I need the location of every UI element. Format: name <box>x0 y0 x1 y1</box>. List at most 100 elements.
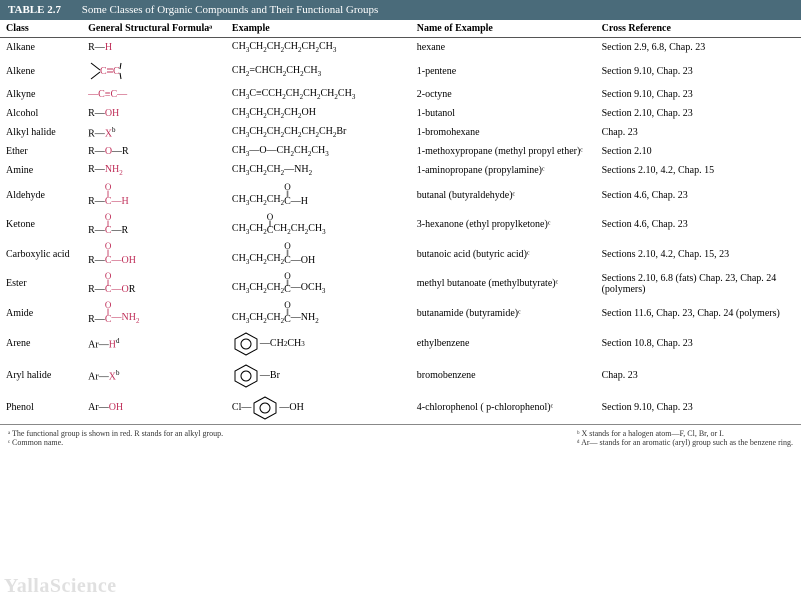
cross-cell: Section 4.6, Chap. 23 <box>596 180 801 210</box>
table-row: Alkyl halideR—XbCH3CH2CH2CH2CH2CH2Br1-br… <box>0 123 801 142</box>
name-cell: 2-octyne <box>411 85 596 104</box>
table-number: TABLE 2.7 <box>8 4 61 16</box>
watermark: YallaScience <box>4 575 117 598</box>
formula-cell: R— O ‖ C —NH2 <box>82 298 226 328</box>
formula-cell: C C <box>82 57 226 85</box>
table-row: AlkaneR—HCH3CH2CH2CH2CH2CH3hexaneSection… <box>0 38 801 58</box>
footnote-b: ᵇ X stands for a halogen atom—F, Cl, Br,… <box>577 429 793 438</box>
formula-cell: R—Xb <box>82 123 226 142</box>
example-cell: CH3—O—CH2CH2CH3 <box>226 142 411 161</box>
example-cell: Cl— —OH <box>226 392 411 424</box>
cross-cell: Section 9.10, Chap. 23 <box>596 392 801 424</box>
name-cell: hexane <box>411 38 596 58</box>
cross-cell: Section 11.6, Chap. 23, Chap. 24 (polyme… <box>596 298 801 328</box>
class-cell: Aryl halide <box>0 360 82 392</box>
table-row: EtherR—O—RCH3—O—CH2CH2CH31-methoxypropan… <box>0 142 801 161</box>
class-cell: Amine <box>0 161 82 180</box>
class-cell: Ketone <box>0 210 82 240</box>
name-cell: 1-pentene <box>411 57 596 85</box>
example-cell: —CH2CH3 <box>226 328 411 360</box>
formula-cell: R—NH2 <box>82 161 226 180</box>
cross-cell: Chap. 23 <box>596 123 801 142</box>
cross-cell: Chap. 23 <box>596 360 801 392</box>
example-cell: CH3CH2 O ‖ C CH2CH2CH3 <box>226 210 411 240</box>
col-class: Class <box>0 20 82 38</box>
formula-cell: —C≡C— <box>82 85 226 104</box>
formula-cell: R— O ‖ C —H <box>82 180 226 210</box>
table-row: AreneAr—Hd —CH2CH3ethylbenzeneSection 10… <box>0 328 801 360</box>
col-name: Name of Example <box>411 20 596 38</box>
example-cell: CH3C≡CCH2CH2CH2CH2CH3 <box>226 85 411 104</box>
class-cell: Alkyl halide <box>0 123 82 142</box>
example-cell: CH3CH2CH2CH2CH2CH2Br <box>226 123 411 142</box>
name-cell: butanoic acid (butyric acid)ᶜ <box>411 239 596 269</box>
footnote-c: ᶜ Common name. <box>8 438 223 447</box>
table-row: Alkyne—C≡C—CH3C≡CCH2CH2CH2CH2CH32-octyne… <box>0 85 801 104</box>
cross-cell: Sections 2.10, 4.2, Chap. 15, 23 <box>596 239 801 269</box>
example-cell: —Br <box>226 360 411 392</box>
col-cross: Cross Reference <box>596 20 801 38</box>
example-cell: CH2=CHCH2CH2CH3 <box>226 57 411 85</box>
class-cell: Carboxylic acid <box>0 239 82 269</box>
table-row: PhenolAr—OHCl— —OH4-chlorophenol ( p-chl… <box>0 392 801 424</box>
table-row: Aldehyde R— O ‖ C —H CH3CH2CH2 O ‖ C —H … <box>0 180 801 210</box>
cross-cell: Section 2.10 <box>596 142 801 161</box>
table-row: Aryl halideAr—Xb —BrbromobenzeneChap. 23 <box>0 360 801 392</box>
example-cell: CH3CH2CH2 O ‖ C —NH2 <box>226 298 411 328</box>
formula-cell: R—H <box>82 38 226 58</box>
example-cell: CH3CH2CH2 O ‖ C —OH <box>226 239 411 269</box>
name-cell: 1-aminopropane (propylamine)ᶜ <box>411 161 596 180</box>
cross-cell: Section 10.8, Chap. 23 <box>596 328 801 360</box>
table-row: Amide R— O ‖ C —NH2 CH3CH2CH2 O ‖ C —NH2… <box>0 298 801 328</box>
formula-cell: Ar—Hd <box>82 328 226 360</box>
formula-cell: R— O ‖ C —OR <box>82 269 226 299</box>
class-cell: Alkane <box>0 38 82 58</box>
example-cell: CH3CH2CH2—NH2 <box>226 161 411 180</box>
table-row: Carboxylic acid R— O ‖ C —OH CH3CH2CH2 O… <box>0 239 801 269</box>
class-cell: Ether <box>0 142 82 161</box>
name-cell: butanal (butyraldehyde)ᶜ <box>411 180 596 210</box>
example-cell: CH3CH2CH2CH2OH <box>226 104 411 123</box>
name-cell: 1-bromohexane <box>411 123 596 142</box>
name-cell: bromobenzene <box>411 360 596 392</box>
cross-cell: Section 9.10, Chap. 23 <box>596 85 801 104</box>
formula-cell: Ar—OH <box>82 392 226 424</box>
class-cell: Alcohol <box>0 104 82 123</box>
cross-cell: Section 2.9, 6.8, Chap. 23 <box>596 38 801 58</box>
table-row: Ketone R— O ‖ C —R CH3CH2 O ‖ C CH2CH2CH… <box>0 210 801 240</box>
formula-cell: R— O ‖ C —R <box>82 210 226 240</box>
table-row: AmineR—NH2CH3CH2CH2—NH21-aminopropane (p… <box>0 161 801 180</box>
formula-cell: R—O—R <box>82 142 226 161</box>
formula-cell: R—OH <box>82 104 226 123</box>
col-example: Example <box>226 20 411 38</box>
name-cell: 3-hexanone (ethyl propylketone)ᶜ <box>411 210 596 240</box>
header-row: Class General Structural Formulaᵃ Exampl… <box>0 20 801 38</box>
table-title-bar: TABLE 2.7 Some Classes of Organic Compou… <box>0 0 801 20</box>
cross-cell: Sections 2.10, 4.2, Chap. 15 <box>596 161 801 180</box>
class-cell: Alkene <box>0 57 82 85</box>
cross-cell: Section 4.6, Chap. 23 <box>596 210 801 240</box>
col-formula: General Structural Formulaᵃ <box>82 20 226 38</box>
name-cell: butanamide (butyramide)ᶜ <box>411 298 596 328</box>
class-cell: Ester <box>0 269 82 299</box>
class-cell: Phenol <box>0 392 82 424</box>
compounds-table: Class General Structural Formulaᵃ Exampl… <box>0 20 801 424</box>
example-cell: CH3CH2CH2 O ‖ C —H <box>226 180 411 210</box>
cross-cell: Sections 2.10, 6.8 (fats) Chap. 23, Chap… <box>596 269 801 299</box>
name-cell: 1-methoxypropane (methyl propyl ether)ᶜ <box>411 142 596 161</box>
svg-text:C: C <box>100 66 107 77</box>
svg-text:C: C <box>113 66 120 77</box>
formula-cell: R— O ‖ C —OH <box>82 239 226 269</box>
class-cell: Amide <box>0 298 82 328</box>
class-cell: Arene <box>0 328 82 360</box>
table-row: AlcoholR—OHCH3CH2CH2CH2OH1-butanolSectio… <box>0 104 801 123</box>
footnote-a: ᵃ The functional group is shown in red. … <box>8 429 223 438</box>
cross-cell: Section 2.10, Chap. 23 <box>596 104 801 123</box>
name-cell: ethylbenzene <box>411 328 596 360</box>
footnote-d: ᵈ Ar— stands for an aromatic (aryl) grou… <box>577 438 793 447</box>
table-title: Some Classes of Organic Compounds and Th… <box>82 4 379 16</box>
table-row: Alkene C C CH2=CHCH2CH2CH31-penteneSecti… <box>0 57 801 85</box>
class-cell: Aldehyde <box>0 180 82 210</box>
name-cell: 1-butanol <box>411 104 596 123</box>
example-cell: CH3CH2CH2 O ‖ C —OCH3 <box>226 269 411 299</box>
